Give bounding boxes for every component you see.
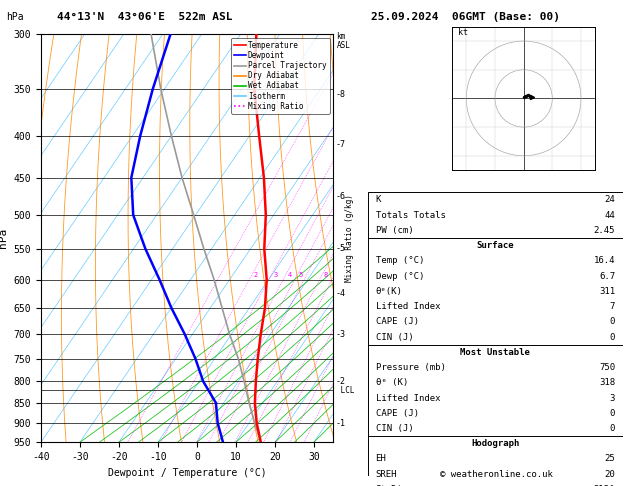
Text: EH: EH xyxy=(376,454,386,464)
Text: CAPE (J): CAPE (J) xyxy=(376,409,419,418)
Text: hPa: hPa xyxy=(6,12,24,22)
Legend: Temperature, Dewpoint, Parcel Trajectory, Dry Adiabat, Wet Adiabat, Isotherm, Mi: Temperature, Dewpoint, Parcel Trajectory… xyxy=(231,38,330,114)
Text: SREH: SREH xyxy=(376,469,397,479)
Text: Most Unstable: Most Unstable xyxy=(460,348,530,357)
Text: 44: 44 xyxy=(604,211,615,220)
Text: 311: 311 xyxy=(599,287,615,296)
Text: 25: 25 xyxy=(604,454,615,464)
Text: 24: 24 xyxy=(604,195,615,205)
Text: 0: 0 xyxy=(610,424,615,433)
Text: 750: 750 xyxy=(599,363,615,372)
Text: 7: 7 xyxy=(610,302,615,311)
Text: kt: kt xyxy=(458,28,468,37)
Text: 4: 4 xyxy=(287,272,292,278)
Text: -7: -7 xyxy=(336,140,346,149)
Text: -6: -6 xyxy=(336,192,346,201)
Text: Totals Totals: Totals Totals xyxy=(376,211,445,220)
Text: -8: -8 xyxy=(336,90,346,99)
Text: -4: -4 xyxy=(336,290,346,298)
Text: 0: 0 xyxy=(610,409,615,418)
Text: PW (cm): PW (cm) xyxy=(376,226,413,235)
Text: Temp (°C): Temp (°C) xyxy=(376,257,424,265)
X-axis label: Dewpoint / Temperature (°C): Dewpoint / Temperature (°C) xyxy=(108,468,267,478)
Text: 25.09.2024  06GMT (Base: 00): 25.09.2024 06GMT (Base: 00) xyxy=(371,12,560,22)
Text: 8: 8 xyxy=(324,272,328,278)
Text: K: K xyxy=(376,195,381,205)
Text: 0: 0 xyxy=(610,332,615,342)
Text: Mixing Ratio (g/kg): Mixing Ratio (g/kg) xyxy=(345,194,353,282)
Y-axis label: hPa: hPa xyxy=(0,228,8,248)
Text: CAPE (J): CAPE (J) xyxy=(376,317,419,326)
Text: θᵉ (K): θᵉ (K) xyxy=(376,378,408,387)
Text: 318: 318 xyxy=(599,378,615,387)
Text: CIN (J): CIN (J) xyxy=(376,332,413,342)
Text: Dewp (°C): Dewp (°C) xyxy=(376,272,424,280)
Text: Surface: Surface xyxy=(477,241,514,250)
Text: θᵉ(K): θᵉ(K) xyxy=(376,287,403,296)
Text: 2: 2 xyxy=(253,272,258,278)
Text: StmDir: StmDir xyxy=(376,485,408,486)
Text: 2.45: 2.45 xyxy=(594,226,615,235)
Text: km
ASL: km ASL xyxy=(337,32,350,50)
Text: -3: -3 xyxy=(336,330,346,339)
Text: 20: 20 xyxy=(604,469,615,479)
Text: 3: 3 xyxy=(273,272,277,278)
Text: 0: 0 xyxy=(610,317,615,326)
Text: 6.7: 6.7 xyxy=(599,272,615,280)
Text: 5: 5 xyxy=(299,272,303,278)
Text: 212°: 212° xyxy=(594,485,615,486)
Text: Pressure (mb): Pressure (mb) xyxy=(376,363,445,372)
Text: 16.4: 16.4 xyxy=(594,257,615,265)
Text: -5: -5 xyxy=(336,244,346,253)
Text: CIN (J): CIN (J) xyxy=(376,424,413,433)
Text: LCL: LCL xyxy=(336,386,354,395)
Text: -1: -1 xyxy=(336,418,346,428)
Text: 3: 3 xyxy=(610,394,615,402)
Text: 44°13'N  43°06'E  522m ASL: 44°13'N 43°06'E 522m ASL xyxy=(57,12,232,22)
Text: Hodograph: Hodograph xyxy=(471,439,520,448)
Text: Lifted Index: Lifted Index xyxy=(376,394,440,402)
Text: Lifted Index: Lifted Index xyxy=(376,302,440,311)
Text: © weatheronline.co.uk: © weatheronline.co.uk xyxy=(440,469,554,479)
Text: -2: -2 xyxy=(336,377,346,386)
